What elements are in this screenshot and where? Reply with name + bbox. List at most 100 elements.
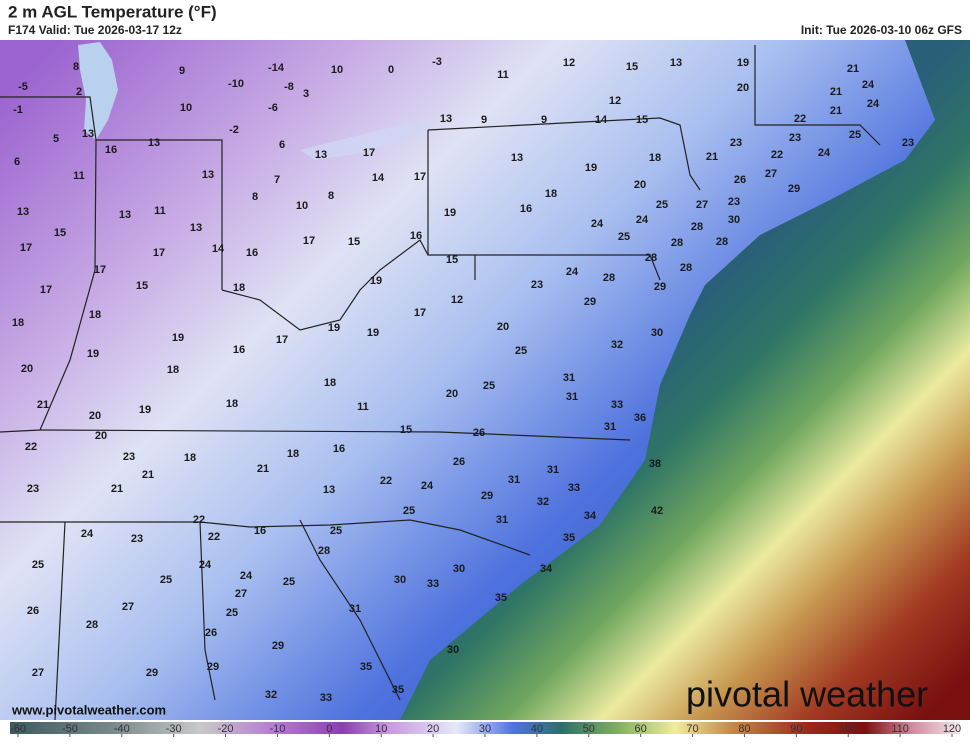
temperature-label: 13 <box>119 209 131 221</box>
temperature-label: 24 <box>421 480 434 492</box>
temperature-label: 20 <box>89 410 101 422</box>
temperature-label: 17 <box>20 242 32 254</box>
temperature-label: 29 <box>146 667 158 679</box>
temperature-label: 31 <box>547 464 559 476</box>
temperature-label: 30 <box>447 644 459 656</box>
colorbar-tick-label: -20 <box>218 723 234 735</box>
temperature-label: 17 <box>40 284 52 296</box>
temperature-label: 19 <box>139 404 151 416</box>
temperature-label: 10 <box>296 200 308 212</box>
temperature-label: 24 <box>240 570 253 582</box>
temperature-label: 13 <box>202 169 214 181</box>
temperature-label: 20 <box>21 363 33 375</box>
temperature-label: 7 <box>274 174 280 186</box>
temperature-label: 14 <box>372 172 385 184</box>
temperature-label: 19 <box>444 207 456 219</box>
temperature-label: 6 <box>279 139 285 151</box>
temperature-label: 27 <box>235 588 247 600</box>
temperature-label: 18 <box>287 448 299 460</box>
valid-time: F174 Valid: Tue 2026-03-17 12z <box>8 23 182 37</box>
temperature-label: 29 <box>272 640 284 652</box>
temperature-label: 28 <box>318 545 330 557</box>
colorbar-tick-label: 50 <box>583 723 595 735</box>
temperature-label: 31 <box>496 514 508 526</box>
temperature-label: 15 <box>636 114 648 126</box>
temperature-label: 29 <box>788 183 800 195</box>
temperature-label: 18 <box>184 452 196 464</box>
ocean <box>400 40 970 720</box>
temperature-label: 30 <box>453 563 465 575</box>
colorbar-tick-label: -50 <box>62 723 78 735</box>
temperature-label: 22 <box>794 113 806 125</box>
temperature-label: 27 <box>765 168 777 180</box>
temperature-label: 17 <box>94 264 106 276</box>
colorbar-tick-label: 70 <box>686 723 698 735</box>
temperature-label: 28 <box>86 619 98 631</box>
temperature-label: 23 <box>789 132 801 144</box>
temperature-label: -3 <box>432 56 442 68</box>
temperature-label: 35 <box>495 592 507 604</box>
temperature-label: 15 <box>348 236 360 248</box>
temperature-label: 16 <box>520 203 532 215</box>
lake-erie <box>300 120 432 160</box>
temperature-label: 28 <box>691 221 703 233</box>
temperature-label: 11 <box>497 69 509 81</box>
temperature-label: 23 <box>27 483 39 495</box>
temperature-label: 19 <box>328 322 340 334</box>
temperature-label: 36 <box>634 412 646 424</box>
temperature-label: 17 <box>276 334 288 346</box>
temperature-label: 20 <box>95 430 107 442</box>
state-borders <box>0 45 881 721</box>
temperature-label: 8 <box>252 191 258 203</box>
temperature-label: 10 <box>331 64 343 76</box>
temperature-label: 31 <box>563 372 575 384</box>
temperature-label: 24 <box>867 98 880 110</box>
temperature-label: 0 <box>388 64 394 76</box>
temperature-label: 33 <box>568 482 580 494</box>
temperature-label: 15 <box>626 61 638 73</box>
temperature-label: 24 <box>636 214 649 226</box>
temperature-label: 35 <box>563 532 575 544</box>
temperature-label: 6 <box>14 156 20 168</box>
colorbar-tick-label: 10 <box>375 723 387 735</box>
temperature-label: 24 <box>566 266 579 278</box>
temperature-label: 23 <box>728 196 740 208</box>
temperature-label: 20 <box>634 179 646 191</box>
temperature-label: 25 <box>618 231 630 243</box>
temperature-label: -5 <box>18 81 28 93</box>
temperature-label: 25 <box>403 505 415 517</box>
temperature-label: 26 <box>27 605 39 617</box>
temperature-label: 8 <box>328 190 334 202</box>
temperature-label: 35 <box>392 684 404 696</box>
temperature-label: -6 <box>268 102 278 114</box>
temperature-label: 29 <box>481 490 493 502</box>
temperature-label: 28 <box>680 262 692 274</box>
temperature-label: 30 <box>651 327 663 339</box>
temperature-label: 21 <box>830 86 842 98</box>
temperature-label: 19 <box>87 348 99 360</box>
temperature-label: 28 <box>716 236 728 248</box>
temperature-label: 30 <box>728 214 740 226</box>
temperature-label: 34 <box>540 563 553 575</box>
temperature-label: 42 <box>651 505 663 517</box>
temperature-label: 22 <box>380 475 392 487</box>
temperature-label: 13 <box>148 137 160 149</box>
temperature-label: 24 <box>81 528 94 540</box>
temperature-label: 25 <box>160 574 172 586</box>
temperature-label: 17 <box>414 307 426 319</box>
temperature-label: 17 <box>153 247 165 259</box>
temperature-label: 25 <box>515 345 527 357</box>
colorbar-tick-label: 100 <box>839 723 857 735</box>
temperature-label: 21 <box>142 469 154 481</box>
temperature-label: 13 <box>511 152 523 164</box>
temperature-label: 26 <box>473 427 485 439</box>
temperature-label: 28 <box>671 237 683 249</box>
colorbar <box>10 722 960 734</box>
temperature-label: 14 <box>212 243 225 255</box>
temperature-label: 19 <box>367 327 379 339</box>
header-bar <box>0 0 970 40</box>
temperature-label: 23 <box>730 137 742 149</box>
temperature-label: 13 <box>670 57 682 69</box>
temperature-label: 35 <box>360 661 372 673</box>
